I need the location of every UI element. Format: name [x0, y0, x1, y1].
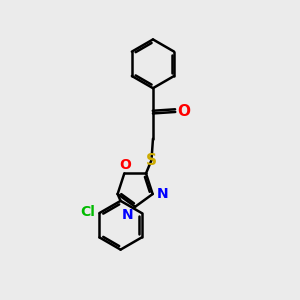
Text: N: N	[122, 208, 134, 222]
Text: O: O	[178, 104, 190, 119]
Text: O: O	[120, 158, 131, 172]
Text: N: N	[157, 187, 169, 201]
Text: S: S	[146, 153, 157, 168]
Text: Cl: Cl	[80, 205, 95, 219]
